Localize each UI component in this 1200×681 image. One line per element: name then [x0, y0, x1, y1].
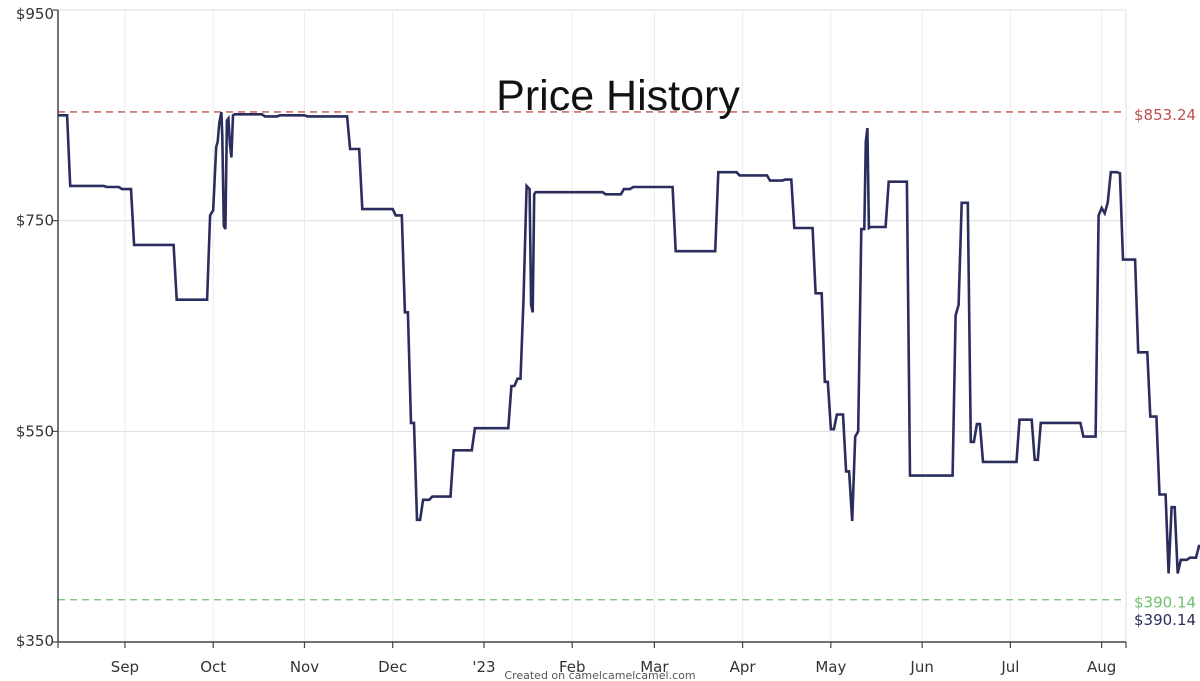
chart-title: Price History [496, 72, 740, 120]
x-axis-ticks: Sep Oct Nov Dec '23 Feb Mar Apr May Jun Jul Aug [57, 642, 1127, 676]
x-tick-label: Mar [640, 658, 669, 676]
reference-lines: $853.24 $390.14 [58, 106, 1196, 612]
current-price-label: $390.14 [1134, 611, 1196, 629]
y-tick-label: $950 [16, 5, 54, 23]
x-tick-label: '23 [472, 658, 495, 676]
x-tick-label: Jul [1000, 658, 1019, 676]
x-tick-label: Feb [559, 658, 586, 676]
lowest-price-label: $390.14 [1134, 594, 1196, 612]
x-tick-label: May [815, 658, 846, 676]
y-tick-label: $350 [16, 632, 54, 650]
footnote: Created on camelcamelcamel.com [504, 669, 695, 681]
x-tick-label: Dec [378, 658, 407, 676]
price-series-line [58, 111, 1200, 574]
x-tick-label: Oct [200, 658, 226, 676]
y-tick-label: $550 [16, 422, 54, 440]
series-group [58, 111, 1200, 574]
x-tick-label: Jun [909, 658, 933, 676]
y-tick-label: $750 [16, 212, 54, 230]
grid [58, 9, 1127, 643]
x-tick-label: Nov [290, 658, 319, 676]
y-axis-ticks: $950 $750 $550 $350 [16, 5, 58, 650]
x-tick-label: Aug [1087, 658, 1116, 676]
x-tick-label: Apr [730, 658, 757, 676]
highest-price-label: $853.24 [1134, 106, 1196, 124]
x-tick-label: Sep [111, 658, 139, 676]
